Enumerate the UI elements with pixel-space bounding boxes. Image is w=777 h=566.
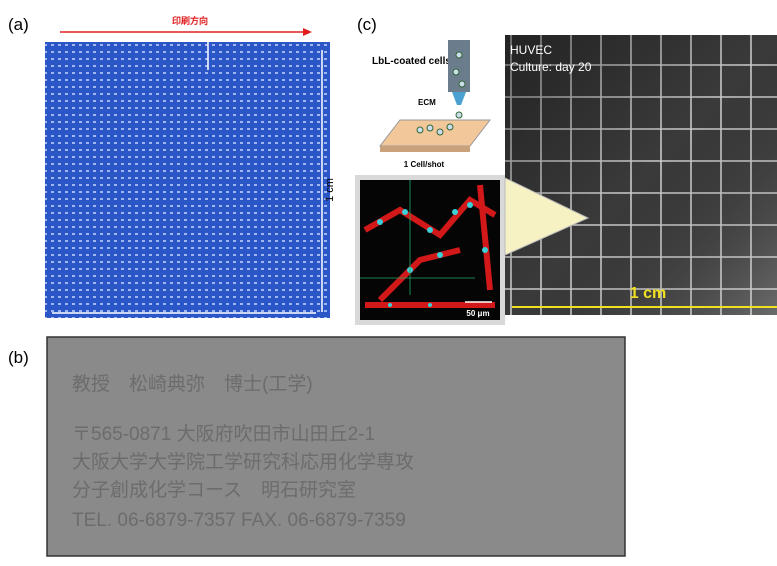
schematic-text: 1 Cell/shot — [404, 160, 445, 169]
schematic-text: ECM — [418, 98, 436, 107]
card-line: 教授 松崎典弥 博士(工学) — [72, 373, 313, 395]
photo-text: Culture: day 20 — [510, 60, 592, 74]
cell — [456, 112, 462, 118]
cell — [417, 127, 423, 133]
cell — [437, 129, 443, 135]
cell — [459, 81, 465, 87]
cell — [453, 69, 459, 75]
nozzle-tip — [452, 92, 466, 105]
card-line: 分子創成化学コース 明石研究室 — [72, 479, 356, 501]
scale-label: 50 μm — [466, 309, 489, 318]
photo-shade — [505, 35, 777, 315]
cell — [456, 52, 462, 58]
panel-label: (a) — [8, 15, 29, 34]
cell — [427, 125, 433, 131]
substrate — [380, 120, 490, 146]
substrate-side — [380, 146, 470, 152]
panel-label: (c) — [357, 15, 377, 34]
card-line: TEL. 06-6879-7357 FAX. 06-6879-7359 — [72, 510, 406, 531]
arrow-head — [303, 28, 312, 36]
panel-label: (b) — [8, 348, 29, 367]
card-line: 〒565-0871 大阪府吹田市山田丘2-1 — [72, 423, 375, 445]
figure: (a) 印刷方向 1 cm 1 cm (c) LbL-coated cells … — [0, 0, 777, 561]
direction-label: 印刷方向 — [172, 15, 208, 26]
scale-label: 1 cm — [630, 285, 666, 302]
photo-text: HUVEC — [510, 43, 552, 57]
printed-array — [45, 42, 330, 318]
cell — [447, 124, 453, 130]
scale-label: 1 cm — [324, 178, 336, 202]
schematic-text: LbL-coated cells — [372, 56, 451, 67]
scale-label: 1 cm — [173, 317, 197, 329]
card-line: 大阪大学大学院工学研究科応用化学専攻 — [72, 451, 414, 473]
